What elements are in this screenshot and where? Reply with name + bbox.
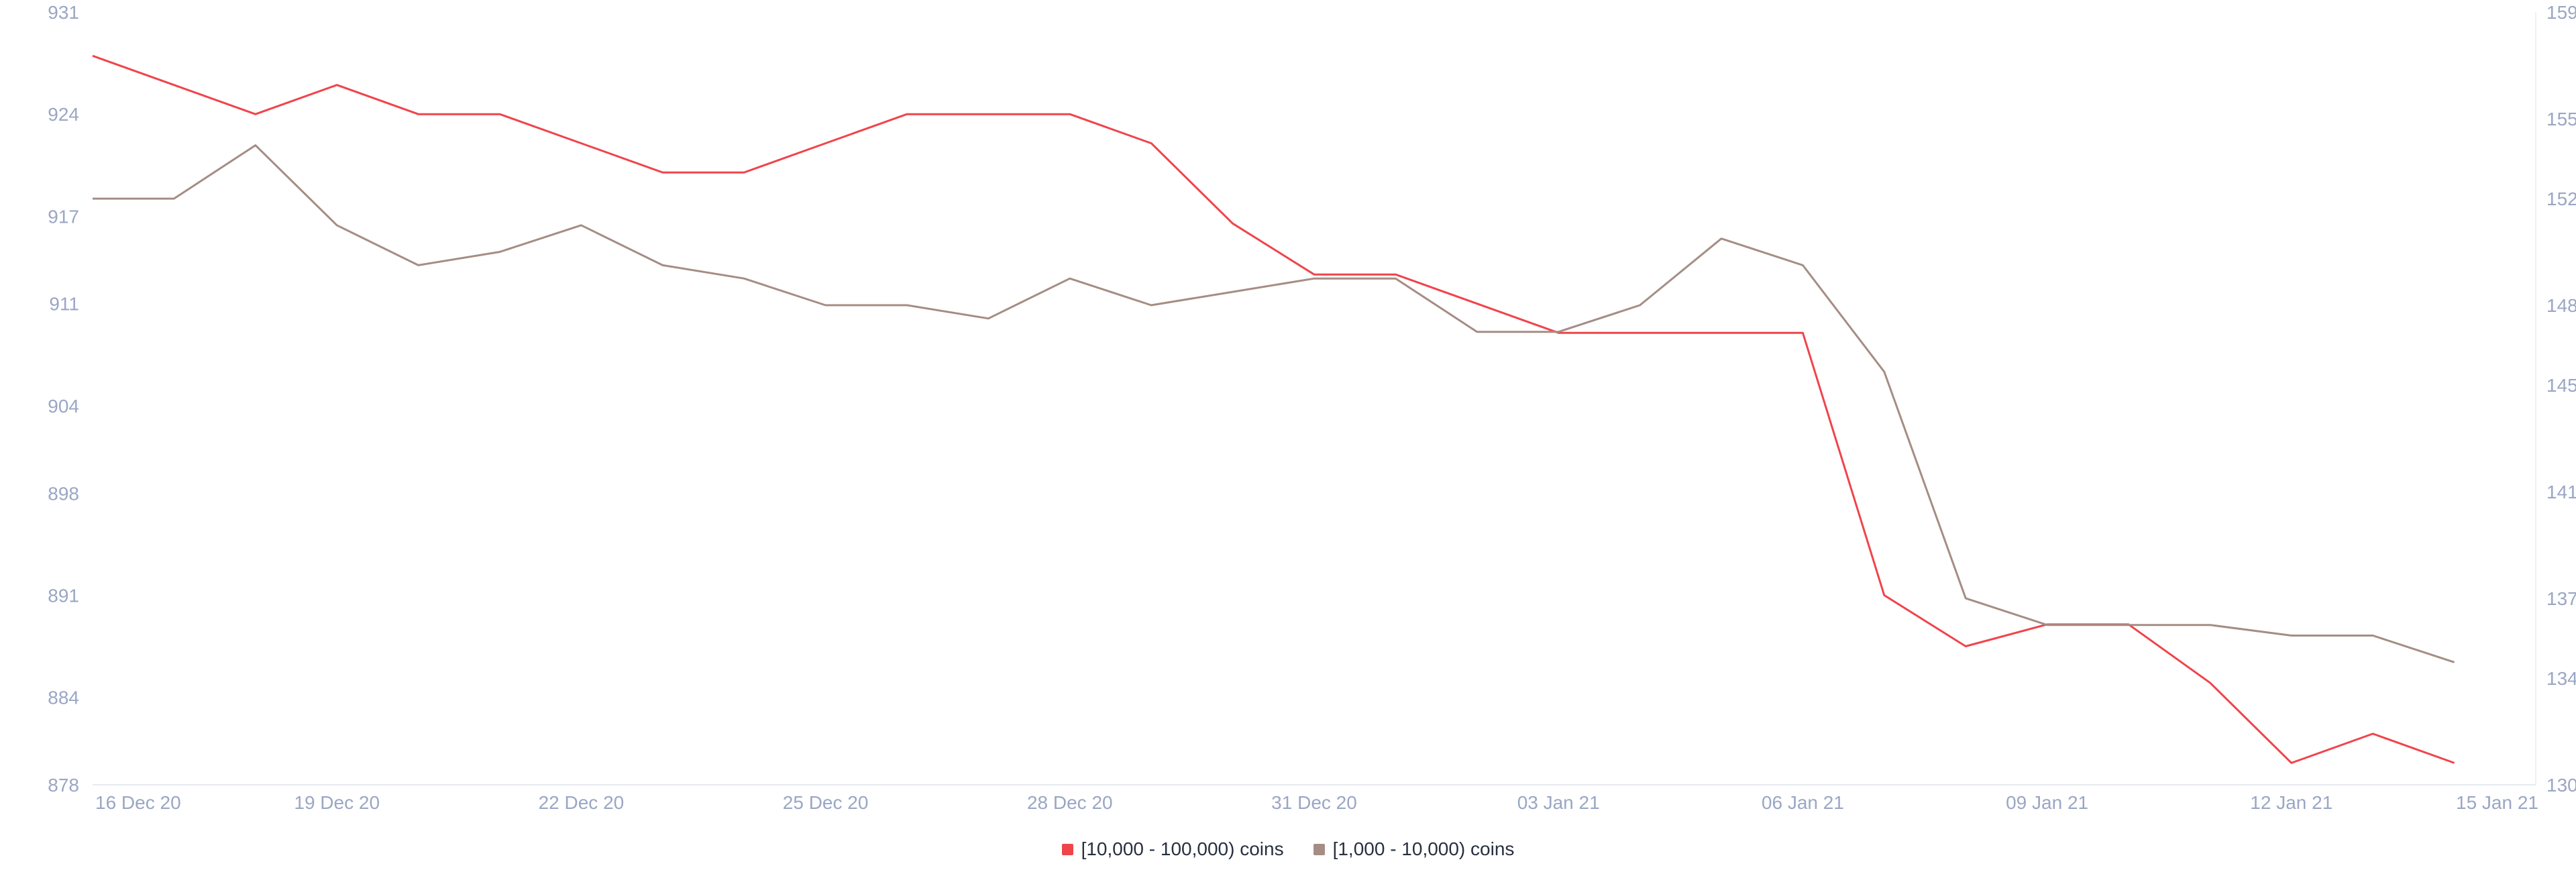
right-y-tick-label: 155	[2546, 109, 2576, 129]
x-tick-label: 31 Dec 20	[1271, 792, 1357, 813]
legend-item-series-2[interactable]: [1,000 - 10,000) coins	[1313, 838, 1515, 860]
left-y-tick-label: 911	[49, 294, 79, 315]
series-line-2[interactable]	[93, 144, 2455, 663]
x-tick-label: 12 Jan 21	[2250, 792, 2332, 813]
x-tick-label: 25 Dec 20	[783, 792, 869, 813]
right-y-tick-label: 137	[2546, 588, 2576, 609]
right-y-tick-label: 141	[2546, 482, 2576, 502]
legend-label-series-2: [1,000 - 10,000) coins	[1332, 838, 1515, 859]
legend-swatch-series-1	[1061, 843, 1073, 855]
left-y-tick-label: 904	[48, 396, 79, 417]
left-y-tick-label: 878	[48, 775, 79, 796]
left-y-tick-label: 898	[48, 483, 79, 504]
left-y-tick-label: 924	[48, 104, 79, 125]
legend-swatch-series-2	[1313, 843, 1325, 855]
left-y-tick-label: 884	[48, 688, 79, 708]
x-tick-label: 16 Dec 20	[95, 792, 181, 813]
x-tick-label: 09 Jan 21	[2006, 792, 2088, 813]
x-tick-label: 03 Jan 21	[1517, 792, 1600, 813]
series-layer	[92, 54, 2455, 764]
x-tick-label: 15 Jan 21	[2456, 792, 2538, 813]
right-y-tick-label: 130	[2546, 775, 2576, 796]
left-y-tick-label: 891	[48, 585, 79, 606]
right-y-tick-label: 148	[2546, 295, 2576, 316]
legend-item-series-1[interactable]: [10,000 - 100,000) coins	[1061, 838, 1284, 860]
right-y-tick-label: 145	[2546, 375, 2576, 396]
series-line-1[interactable]	[92, 54, 2455, 764]
x-tick-label: 06 Jan 21	[1762, 792, 1844, 813]
right-y-axis: 159 155 152 148 145 141 137 134 130	[2546, 2, 2576, 796]
left-y-tick-label: 931	[48, 2, 79, 23]
x-axis: 16 Dec 20 19 Dec 20 22 Dec 20 25 Dec 20 28 D…	[95, 792, 2538, 813]
x-tick-label: 19 Dec 20	[294, 792, 380, 813]
right-y-tick-label: 159	[2546, 2, 2576, 23]
left-y-tick-label: 917	[48, 206, 79, 227]
x-tick-label: 22 Dec 20	[539, 792, 625, 813]
right-y-tick-label: 152	[2546, 188, 2576, 209]
right-y-tick-label: 134	[2546, 668, 2576, 689]
x-tick-label: 28 Dec 20	[1027, 792, 1113, 813]
legend-label-series-1: [10,000 - 100,000) coins	[1081, 838, 1284, 859]
legend: [10,000 - 100,000) coins [1,000 - 10,000…	[0, 838, 2576, 860]
left-y-axis: 931 924 917 911 904 898 891 884 878	[48, 2, 79, 796]
